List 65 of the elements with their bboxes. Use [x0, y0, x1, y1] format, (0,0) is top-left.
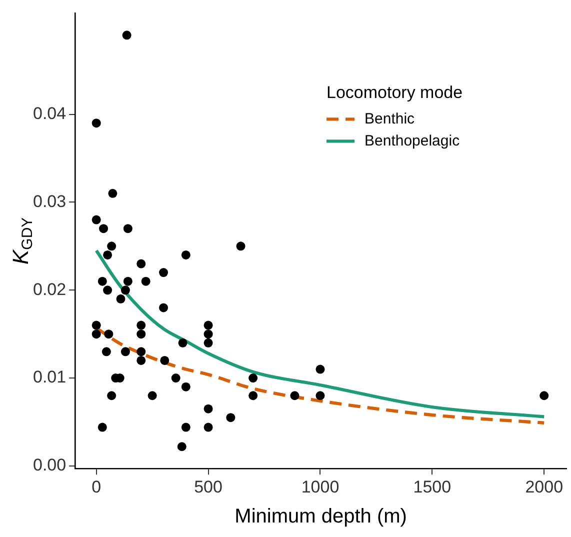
- x-tick-label: 2000: [525, 477, 564, 496]
- point: [160, 356, 170, 365]
- point: [540, 391, 549, 400]
- x-tick-label: 500: [194, 477, 222, 496]
- point: [316, 364, 325, 374]
- point: [204, 422, 213, 432]
- legend-title: Locomotory mode: [326, 82, 463, 102]
- point: [108, 188, 118, 198]
- y-tick-label: 0.04: [32, 104, 66, 123]
- point: [178, 338, 188, 348]
- y-tick-label: 0.02: [32, 280, 66, 299]
- point: [159, 268, 168, 278]
- point: [136, 347, 146, 356]
- point: [204, 330, 213, 339]
- point: [136, 330, 146, 339]
- point: [104, 330, 114, 339]
- point: [159, 303, 168, 312]
- point: [92, 118, 101, 128]
- point: [177, 442, 186, 452]
- point: [148, 391, 157, 400]
- point: [98, 276, 107, 286]
- x-axis-title: Minimum depth (m): [234, 506, 407, 528]
- point: [290, 391, 300, 400]
- y-tick-label: 0.03: [32, 192, 66, 211]
- x-tick-label: 0: [92, 477, 102, 496]
- point: [204, 404, 213, 414]
- point: [102, 347, 111, 356]
- point: [171, 374, 180, 383]
- point: [248, 391, 258, 400]
- y-tick-label: 0.01: [32, 368, 66, 387]
- point: [204, 338, 213, 348]
- point: [120, 347, 130, 356]
- point: [123, 276, 132, 286]
- point: [181, 422, 190, 432]
- legend-label: Benthic: [364, 110, 416, 128]
- point: [136, 320, 146, 330]
- legend-label: Benthopelagic: [364, 132, 460, 150]
- point: [103, 250, 112, 260]
- point: [181, 382, 190, 392]
- point: [92, 215, 101, 224]
- point: [103, 286, 112, 295]
- point: [136, 259, 146, 268]
- point: [136, 356, 146, 365]
- point: [248, 374, 258, 383]
- x-tick-label: 1000: [301, 477, 340, 496]
- point: [92, 330, 101, 339]
- point: [107, 242, 116, 251]
- point: [226, 413, 236, 422]
- point: [92, 320, 101, 330]
- point: [107, 391, 116, 400]
- point: [123, 224, 132, 234]
- point: [98, 422, 107, 432]
- y-axis-title: KGDY: [8, 217, 36, 264]
- y-tick-label: 0.00: [32, 456, 66, 475]
- line-series: [94, 248, 546, 418]
- x-tick-label: 1500: [413, 477, 452, 496]
- point: [99, 224, 108, 234]
- point: [122, 30, 132, 40]
- point: [236, 242, 246, 251]
- point: [316, 391, 325, 400]
- point: [204, 320, 213, 330]
- point: [120, 286, 130, 295]
- point: [116, 294, 126, 304]
- point: [141, 276, 150, 286]
- point: [181, 250, 190, 260]
